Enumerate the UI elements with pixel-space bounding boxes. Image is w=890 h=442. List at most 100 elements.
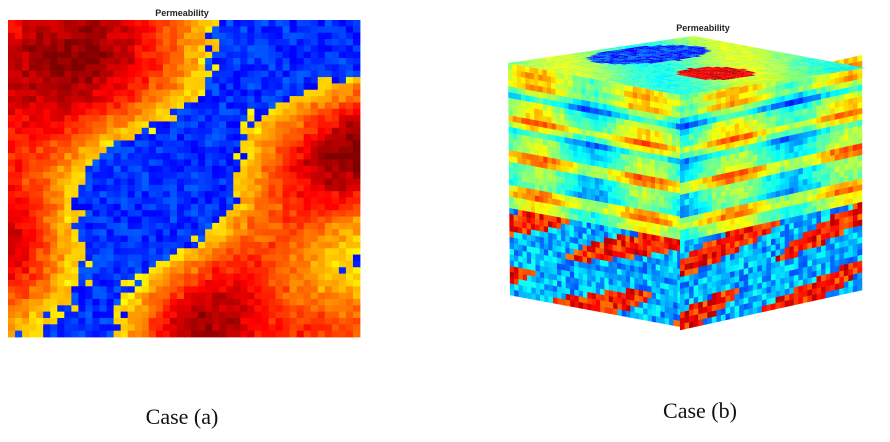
permeability-cell xyxy=(15,166,22,173)
permeability-cell xyxy=(633,109,638,116)
permeability-cell xyxy=(78,204,85,211)
permeability-cell xyxy=(513,157,518,164)
permeability-cell xyxy=(637,87,642,94)
permeability-cell xyxy=(311,267,318,274)
permeability-cell xyxy=(276,331,283,338)
permeability-cell xyxy=(600,236,605,243)
permeability-cell xyxy=(107,26,114,33)
permeability-cell xyxy=(233,204,240,211)
permeability-cell xyxy=(233,166,240,173)
permeability-cell xyxy=(92,274,99,281)
permeability-cell xyxy=(191,255,198,262)
permeability-cell xyxy=(149,312,156,319)
permeability-cell xyxy=(71,90,78,97)
permeability-cell xyxy=(538,80,543,87)
permeability-cell xyxy=(325,236,332,243)
permeability-cell xyxy=(170,248,177,255)
permeability-cell xyxy=(149,286,156,293)
permeability-cell xyxy=(114,33,121,40)
permeability-cell xyxy=(311,96,318,103)
permeability-cell xyxy=(163,312,170,319)
permeability-cell xyxy=(177,45,184,52)
permeability-cell xyxy=(85,242,92,249)
permeability-cell xyxy=(92,159,99,166)
permeability-cell xyxy=(616,124,621,131)
permeability-cell xyxy=(22,45,29,52)
permeability-cell xyxy=(668,203,673,210)
permeability-cell xyxy=(149,191,156,198)
permeability-cell xyxy=(586,176,591,183)
permeability-cell xyxy=(304,33,311,40)
permeability-cell xyxy=(198,128,205,135)
permeability-cell xyxy=(651,188,656,195)
permeability-cell xyxy=(625,241,630,248)
permeability-cell xyxy=(325,121,332,128)
permeability-cell xyxy=(36,255,43,262)
permeability-cell xyxy=(283,128,290,135)
permeability-cell xyxy=(290,109,297,116)
permeability-cell xyxy=(170,140,177,147)
permeability-cell xyxy=(332,58,339,65)
permeability-cell xyxy=(268,248,275,255)
panel-title: Permeability xyxy=(676,23,730,33)
permeability-cell xyxy=(283,71,290,78)
permeability-cell xyxy=(107,20,114,27)
permeability-cell xyxy=(659,149,664,156)
permeability-cell xyxy=(569,126,574,133)
permeability-cell xyxy=(332,280,339,287)
permeability-cell xyxy=(92,198,99,205)
permeability-cell xyxy=(36,280,43,287)
permeability-cell xyxy=(57,45,64,52)
permeability-cell xyxy=(240,20,247,27)
permeability-cell xyxy=(339,134,346,141)
permeability-cell xyxy=(600,260,605,267)
permeability-cell xyxy=(205,280,212,287)
permeability-cell xyxy=(647,303,652,310)
permeability-cell xyxy=(547,111,552,118)
permeability-cell xyxy=(226,140,233,147)
permeability-cell xyxy=(198,121,205,128)
permeability-cell xyxy=(325,204,332,211)
permeability-cell xyxy=(85,147,92,154)
permeability-cell xyxy=(149,242,156,249)
permeability-cell xyxy=(71,280,78,287)
permeability-cell xyxy=(604,208,609,215)
permeability-cell xyxy=(198,39,205,46)
permeability-cell xyxy=(668,249,673,256)
permeability-cell xyxy=(621,182,626,189)
permeability-cell xyxy=(22,299,29,306)
permeability-cell xyxy=(156,83,163,90)
permeability-cell xyxy=(290,134,297,141)
permeability-cell xyxy=(184,96,191,103)
permeability-cell xyxy=(625,177,630,184)
permeability-cell xyxy=(339,318,346,325)
permeability-cell xyxy=(544,290,549,297)
permeability-cell xyxy=(29,242,36,249)
permeability-cell xyxy=(332,210,339,217)
permeability-cell xyxy=(311,39,318,46)
permeability-cell xyxy=(665,318,670,325)
permeability-cell xyxy=(71,109,78,116)
permeability-cell xyxy=(565,178,570,185)
permeability-cell xyxy=(254,115,261,122)
permeability-cell xyxy=(595,218,600,225)
permeability-cell xyxy=(639,278,644,285)
permeability-cell xyxy=(560,107,565,114)
permeability-cell xyxy=(219,64,226,71)
permeability-cell xyxy=(518,262,523,269)
permeability-cell xyxy=(64,102,71,109)
permeability-cell xyxy=(261,274,268,281)
permeability-cell xyxy=(43,33,50,40)
permeability-cell xyxy=(518,198,523,205)
permeability-cell xyxy=(240,172,247,179)
permeability-cell xyxy=(100,115,107,122)
permeability-cell xyxy=(198,71,205,78)
permeability-cell xyxy=(142,147,149,154)
permeability-cell xyxy=(624,85,629,92)
permeability-cell xyxy=(672,192,677,199)
permeability-cell xyxy=(92,166,99,173)
permeability-cell xyxy=(642,169,647,176)
permeability-cell xyxy=(625,148,630,155)
permeability-cell xyxy=(43,134,50,141)
permeability-cell xyxy=(525,66,530,73)
